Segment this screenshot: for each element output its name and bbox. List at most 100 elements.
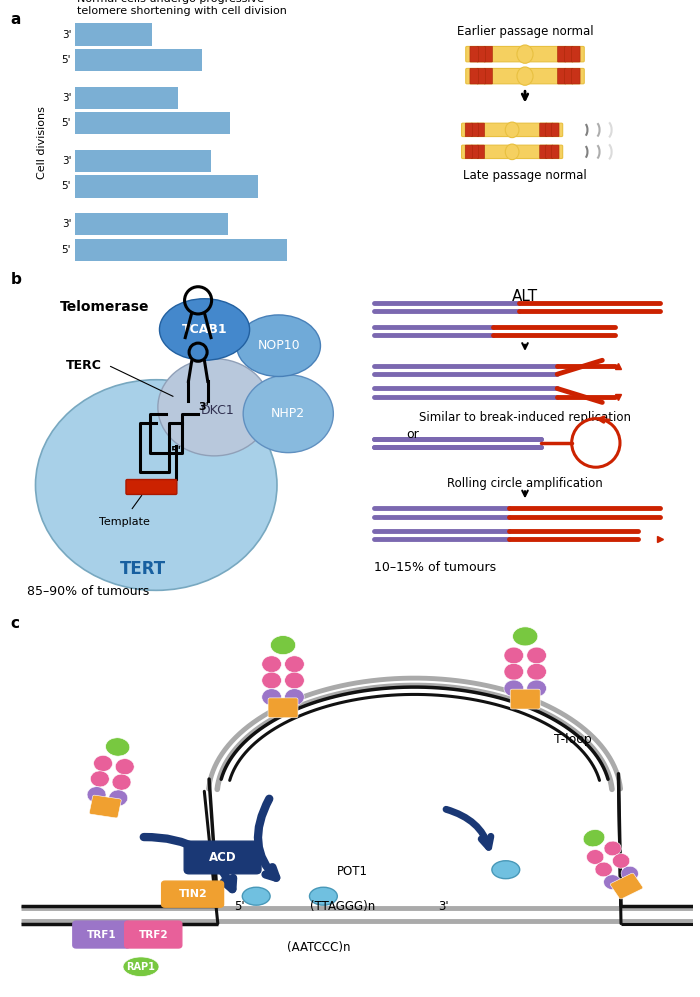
Ellipse shape <box>587 849 604 864</box>
Ellipse shape <box>94 756 113 772</box>
FancyBboxPatch shape <box>572 46 580 62</box>
FancyBboxPatch shape <box>610 873 643 899</box>
Text: TIN2: TIN2 <box>178 889 207 899</box>
Text: RAP1: RAP1 <box>127 962 155 972</box>
FancyBboxPatch shape <box>477 123 484 137</box>
Ellipse shape <box>112 774 131 791</box>
Bar <box>75 23 153 46</box>
Ellipse shape <box>595 862 612 876</box>
Ellipse shape <box>505 144 519 160</box>
Ellipse shape <box>262 689 281 706</box>
Ellipse shape <box>517 67 533 86</box>
Ellipse shape <box>504 647 524 664</box>
Text: 3': 3' <box>62 156 71 166</box>
Ellipse shape <box>612 853 630 868</box>
FancyBboxPatch shape <box>466 146 472 159</box>
Ellipse shape <box>243 375 333 453</box>
Ellipse shape <box>603 874 621 889</box>
FancyBboxPatch shape <box>184 841 261 873</box>
FancyBboxPatch shape <box>90 796 121 818</box>
FancyBboxPatch shape <box>125 921 182 948</box>
FancyBboxPatch shape <box>466 69 584 84</box>
FancyBboxPatch shape <box>540 123 547 137</box>
Bar <box>75 49 202 72</box>
Text: TRF1: TRF1 <box>87 929 116 939</box>
Ellipse shape <box>504 663 524 680</box>
FancyBboxPatch shape <box>466 123 472 137</box>
Bar <box>75 150 211 171</box>
FancyBboxPatch shape <box>565 46 573 62</box>
Ellipse shape <box>512 627 538 646</box>
Text: Template: Template <box>99 517 150 527</box>
Text: 85–90% of tumours: 85–90% of tumours <box>27 585 150 598</box>
Ellipse shape <box>527 663 547 680</box>
FancyBboxPatch shape <box>73 921 130 948</box>
Text: 3': 3' <box>62 30 71 40</box>
FancyBboxPatch shape <box>477 46 485 62</box>
FancyBboxPatch shape <box>471 123 479 137</box>
FancyBboxPatch shape <box>546 123 553 137</box>
Text: T-loop: T-loop <box>554 733 592 746</box>
FancyArrowPatch shape <box>446 810 491 847</box>
Ellipse shape <box>106 738 130 756</box>
Text: Similar to break-induced replication: Similar to break-induced replication <box>419 411 631 424</box>
FancyBboxPatch shape <box>552 123 559 137</box>
FancyBboxPatch shape <box>461 146 563 159</box>
Bar <box>75 113 230 135</box>
Ellipse shape <box>242 887 270 905</box>
Ellipse shape <box>517 45 533 63</box>
Text: 5': 5' <box>170 447 181 457</box>
FancyBboxPatch shape <box>477 68 485 84</box>
Ellipse shape <box>116 759 134 775</box>
Ellipse shape <box>583 830 605 846</box>
Text: Rolling circle amplification: Rolling circle amplification <box>447 477 603 490</box>
Ellipse shape <box>237 315 321 377</box>
FancyBboxPatch shape <box>565 68 573 84</box>
Text: 3': 3' <box>62 93 71 103</box>
Text: c: c <box>10 616 20 631</box>
Text: 3': 3' <box>198 402 209 413</box>
Ellipse shape <box>527 647 547 664</box>
Ellipse shape <box>270 635 295 655</box>
Text: 5': 5' <box>234 900 245 913</box>
Text: Normal cells undergo progressive
telomere shortening with cell division: Normal cells undergo progressive telomer… <box>77 0 287 17</box>
Text: b: b <box>10 272 22 287</box>
Bar <box>75 175 258 197</box>
Text: (TTAGGG)n: (TTAGGG)n <box>310 900 375 913</box>
Ellipse shape <box>108 790 127 806</box>
FancyBboxPatch shape <box>471 146 479 159</box>
Text: ACD: ACD <box>209 851 237 864</box>
FancyBboxPatch shape <box>546 146 553 159</box>
FancyArrowPatch shape <box>258 799 276 877</box>
Ellipse shape <box>504 680 524 697</box>
Text: Telomerase: Telomerase <box>60 300 149 314</box>
Ellipse shape <box>36 380 277 590</box>
Ellipse shape <box>123 957 159 976</box>
Ellipse shape <box>604 841 622 855</box>
Text: 3': 3' <box>62 219 71 229</box>
Ellipse shape <box>262 656 281 673</box>
Text: Late passage normal: Late passage normal <box>463 168 587 181</box>
Text: or: or <box>406 429 419 442</box>
FancyBboxPatch shape <box>466 47 584 62</box>
Text: 5': 5' <box>62 119 71 129</box>
FancyBboxPatch shape <box>572 68 580 84</box>
Ellipse shape <box>160 299 250 360</box>
Text: NHP2: NHP2 <box>271 407 305 421</box>
FancyBboxPatch shape <box>484 46 493 62</box>
FancyBboxPatch shape <box>484 68 493 84</box>
FancyBboxPatch shape <box>540 146 547 159</box>
Text: DKC1: DKC1 <box>200 404 235 417</box>
Ellipse shape <box>285 656 304 673</box>
Bar <box>75 87 178 109</box>
Text: a: a <box>10 12 21 27</box>
Ellipse shape <box>527 680 547 697</box>
Ellipse shape <box>285 689 304 706</box>
Ellipse shape <box>90 771 109 787</box>
FancyBboxPatch shape <box>557 68 566 84</box>
Text: TRF2: TRF2 <box>139 929 168 939</box>
Text: Cell divisions: Cell divisions <box>36 106 47 178</box>
Text: 5': 5' <box>62 55 71 65</box>
Text: 5': 5' <box>62 181 71 191</box>
Ellipse shape <box>262 672 281 689</box>
